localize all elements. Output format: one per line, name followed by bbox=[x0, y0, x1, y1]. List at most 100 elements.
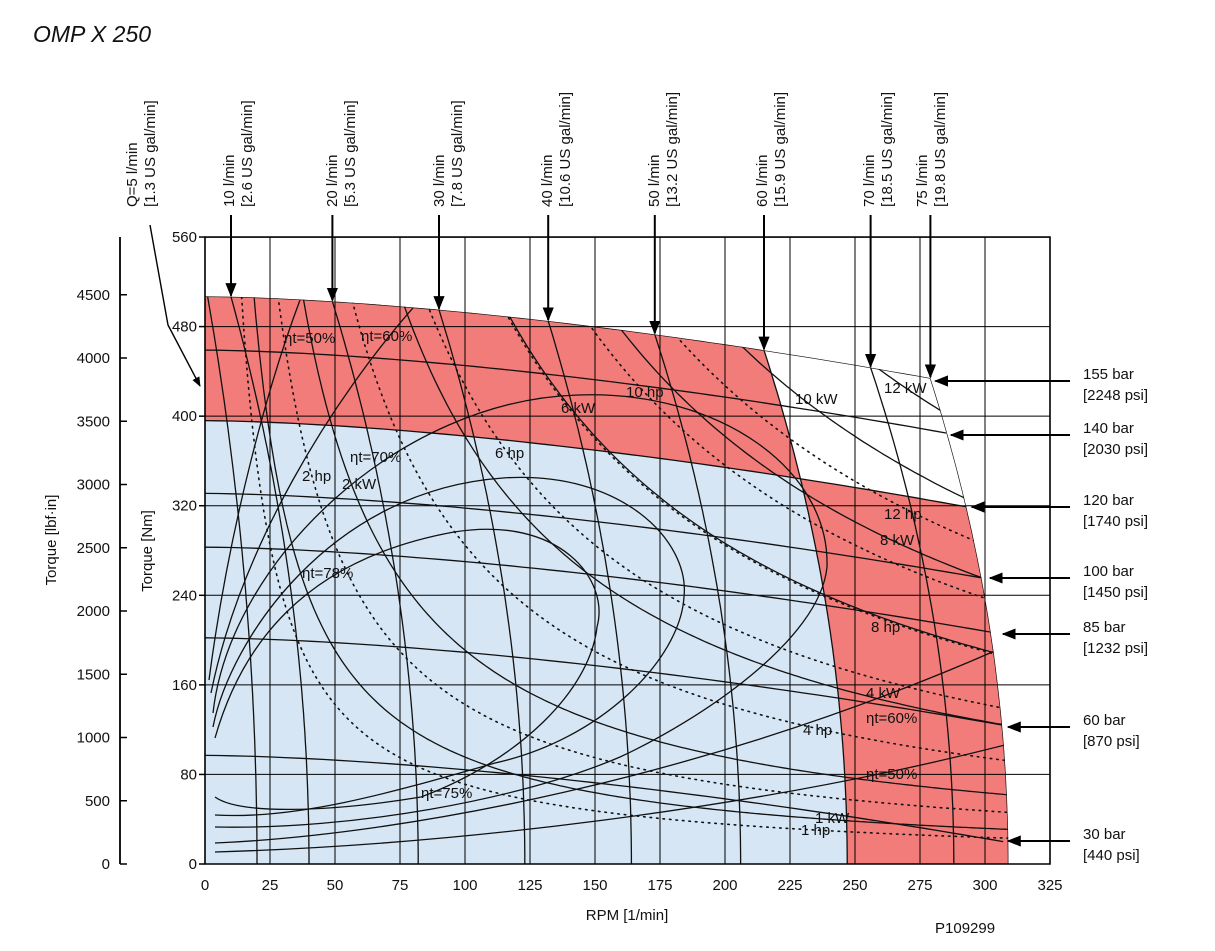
flow-line bbox=[230, 296, 310, 864]
hp-label: 12 hp bbox=[884, 506, 922, 523]
y2-axis-label: Torque [lbf·in] bbox=[43, 495, 60, 586]
x-tick-label: 125 bbox=[517, 877, 542, 894]
flow-label-us: [19.8 US gal/min] bbox=[932, 92, 949, 207]
y-tick-label: 560 bbox=[172, 229, 197, 246]
flow-label: 10 l/min bbox=[221, 154, 238, 207]
axes: 0 25 50 75 100 125 150 175 200 225 250 275 300 325 0 80… bbox=[77, 229, 1063, 894]
flow-label: 40 l/min bbox=[539, 154, 556, 207]
flow-label-us: [7.8 US gal/min] bbox=[449, 100, 466, 207]
pressure-label-psi: [1740 psi] bbox=[1083, 513, 1148, 530]
y2-tick-label: 1500 bbox=[77, 666, 110, 683]
y2-tick-label: 3000 bbox=[77, 477, 110, 494]
kw-label: 8 kW bbox=[880, 532, 915, 549]
efficiency-label: ηt=60% bbox=[866, 710, 917, 727]
hp-label: 6 hp bbox=[495, 445, 524, 462]
hp-power-curve bbox=[329, 296, 1009, 767]
grid bbox=[205, 237, 1050, 864]
x-tick-label: 100 bbox=[452, 877, 477, 894]
flow-label: 70 l/min bbox=[861, 154, 878, 207]
kw-label: 4 kW bbox=[866, 685, 901, 702]
flow-line bbox=[763, 349, 848, 864]
flow-label: 75 l/min bbox=[914, 154, 931, 207]
flow-label-us: [13.2 US gal/min] bbox=[664, 92, 681, 207]
y-tick-label: 0 bbox=[189, 856, 197, 873]
plot-frame bbox=[204, 236, 1051, 865]
hp-power-curve bbox=[235, 296, 1009, 841]
pressure-label: 140 bar bbox=[1083, 420, 1134, 437]
flow-label-us: [2.6 US gal/min] bbox=[239, 100, 256, 207]
x-tick-label: 325 bbox=[1037, 877, 1062, 894]
continuous-region bbox=[205, 420, 848, 864]
pressure-line bbox=[205, 296, 931, 379]
flow-label-us: [18.5 US gal/min] bbox=[879, 92, 896, 207]
pressure-line bbox=[205, 637, 1004, 726]
flow-line bbox=[438, 309, 526, 864]
flow-line bbox=[654, 334, 742, 864]
kw-label: 12 kW bbox=[884, 380, 927, 397]
kw-label: 6 kW bbox=[561, 400, 596, 417]
drawing-code: P109299 bbox=[935, 920, 995, 937]
hp-label: 4 hp bbox=[803, 722, 832, 739]
kw-power-curve bbox=[453, 296, 1009, 667]
plot-border bbox=[204, 236, 1051, 865]
pressure-label-psi: [2248 psi] bbox=[1083, 387, 1148, 404]
pressure-label-psi: [870 psi] bbox=[1083, 733, 1140, 750]
y2-tick-label: 3500 bbox=[77, 413, 110, 430]
hp-label: 8 hp bbox=[871, 619, 900, 636]
efficiency-contour-50-upper bbox=[208, 299, 301, 681]
efficiency-contour-70 bbox=[212, 394, 828, 828]
efficiency-label: ηt=75% bbox=[421, 785, 472, 802]
flow-label-us: [15.9 US gal/min] bbox=[772, 92, 789, 207]
y2-tick-label: 1000 bbox=[77, 730, 110, 747]
pressure-label: 120 bar bbox=[1083, 492, 1134, 509]
efficiency-label: ηt=70% bbox=[350, 449, 401, 466]
y-tick-label: 160 bbox=[172, 677, 197, 694]
efficiency-label: ηt=78% bbox=[302, 565, 353, 582]
kw-power-curve bbox=[535, 296, 1009, 601]
x-tick-label: 150 bbox=[582, 877, 607, 894]
x-tick-label: 25 bbox=[262, 877, 279, 894]
hp-power-curve bbox=[574, 296, 1009, 570]
x-tick-label: 250 bbox=[842, 877, 867, 894]
flow-arrow bbox=[149, 224, 201, 387]
efficiency-contour-50-lower bbox=[214, 744, 1006, 853]
y-axis-label: Torque [Nm] bbox=[139, 510, 156, 592]
operating-regions bbox=[205, 296, 1009, 864]
flow-label-us: [10.6 US gal/min] bbox=[557, 92, 574, 207]
y2-tick-label: 2000 bbox=[77, 603, 110, 620]
hp-label: 10 hp bbox=[626, 384, 664, 401]
efficiency-contour-75 bbox=[212, 476, 685, 817]
hp-power-curve bbox=[391, 296, 1009, 718]
x-tick-label: 225 bbox=[777, 877, 802, 894]
efficiency-contour-60-lower bbox=[214, 649, 998, 844]
y2-tick-label: 0 bbox=[102, 856, 110, 873]
x-tick-label: 200 bbox=[712, 877, 737, 894]
pressure-line bbox=[205, 349, 947, 434]
flow-label: 50 l/min bbox=[646, 154, 663, 207]
flow-line bbox=[331, 301, 419, 864]
x-tick-label: 275 bbox=[907, 877, 932, 894]
x-axis-label: RPM [1/min] bbox=[586, 907, 669, 924]
y2-tick-label: 4000 bbox=[77, 350, 110, 367]
kw-label: 10 kW bbox=[795, 391, 838, 408]
y-tick-label: 480 bbox=[172, 319, 197, 336]
y-tick-label: 320 bbox=[172, 498, 197, 515]
efficiency-contour-60-upper bbox=[210, 299, 421, 694]
peak-region bbox=[764, 350, 967, 507]
chart-title: OMP X 250 bbox=[33, 21, 151, 47]
efficiency-label: ηt=50% bbox=[284, 330, 335, 347]
x-tick-label: 300 bbox=[972, 877, 997, 894]
hp-label: 1 hp bbox=[801, 822, 830, 839]
kw-label: 2 kW bbox=[342, 476, 377, 493]
flow-labels: Q=5 l/min [1.3 US gal/min] 10 l/min [2.6 US… bbox=[124, 92, 949, 387]
pressure-label-psi: [2030 psi] bbox=[1083, 441, 1148, 458]
pressure-label: 155 bar bbox=[1083, 366, 1134, 383]
flow-label-us: [1.3 US gal/min] bbox=[142, 100, 159, 207]
efficiency-label: ηt=50% bbox=[866, 766, 917, 783]
flow-line bbox=[929, 377, 1009, 864]
hp-label: 2 hp bbox=[302, 468, 331, 485]
x-tick-label: 0 bbox=[201, 877, 209, 894]
y-tick-label: 80 bbox=[180, 766, 197, 783]
pressure-label: 85 bar bbox=[1083, 619, 1126, 636]
